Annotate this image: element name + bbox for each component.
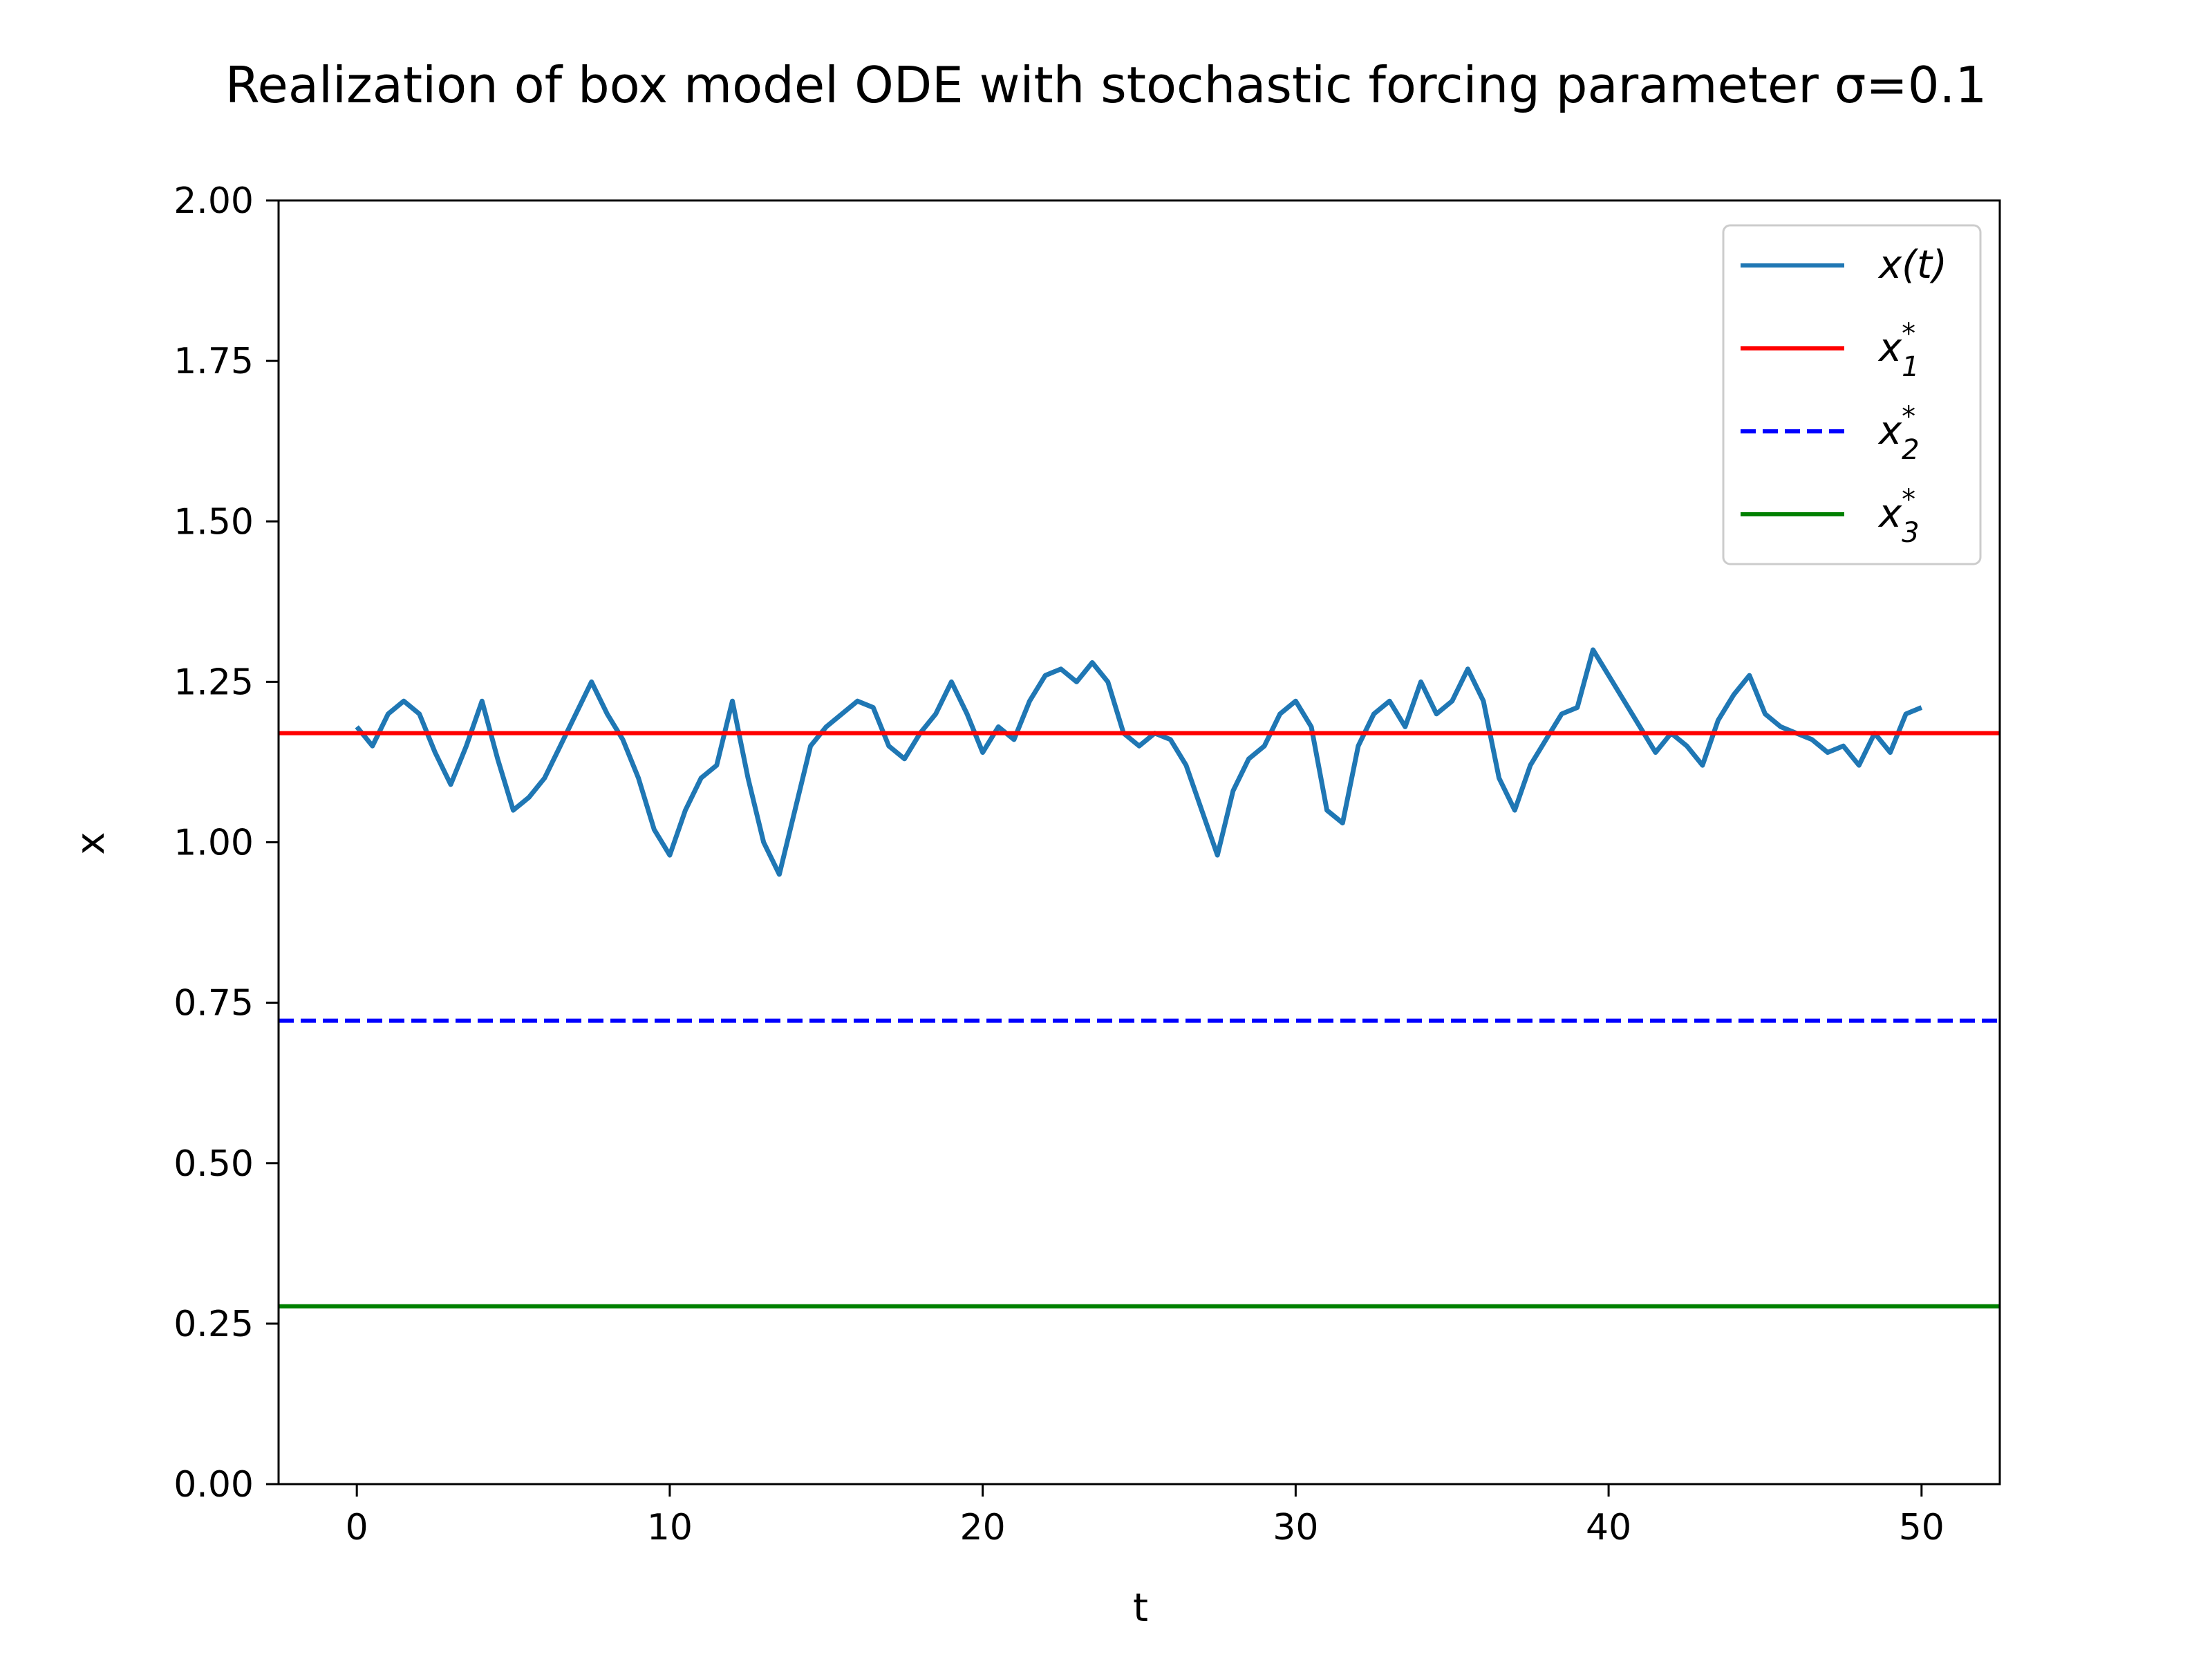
y-tick-label: 1.75 <box>174 341 254 382</box>
y-tick-label: 1.25 <box>174 662 254 703</box>
y-tick-label: 0.25 <box>174 1304 254 1345</box>
legend-box <box>1722 224 1982 565</box>
x-tick-label: 40 <box>1586 1507 1631 1548</box>
x-tick-label: 30 <box>1273 1507 1318 1548</box>
legend-label: x* 2 <box>1877 401 1920 466</box>
y-axis-label: x <box>68 832 113 854</box>
x-tick-label: 20 <box>960 1507 1006 1548</box>
y-tick-label: 1.00 <box>174 823 254 864</box>
y-tick-label: 0.50 <box>174 1143 254 1185</box>
legend-label: x* 3 <box>1877 484 1920 549</box>
y-tick-label: 2.00 <box>174 180 254 222</box>
x-tick-label: 50 <box>1899 1507 1944 1548</box>
legend-label: x* 1 <box>1877 318 1920 383</box>
plot-area <box>279 647 2000 1309</box>
x-axis-label: t <box>1133 1586 1148 1631</box>
x-tick-label: 0 <box>346 1507 368 1548</box>
y-tick-label: 1.50 <box>174 501 254 543</box>
legend-label: x(t) <box>1877 243 1947 288</box>
data-series <box>279 647 2000 1309</box>
x-tick-label: 10 <box>647 1507 693 1548</box>
series-line-x-t <box>355 647 1923 877</box>
y-tick-label: 0.00 <box>174 1464 254 1506</box>
legend: x(t) x* 1 x* 2 x* 3 <box>1722 224 1982 565</box>
chart-title: Realization of box model ODE with stocha… <box>225 56 1987 114</box>
y-tick-label: 0.75 <box>174 983 254 1024</box>
axes: 0 10 20 30 40 50 0.00 0.25 0.50 0.75 1.00 1.25 1.50 1… <box>174 180 2001 1548</box>
